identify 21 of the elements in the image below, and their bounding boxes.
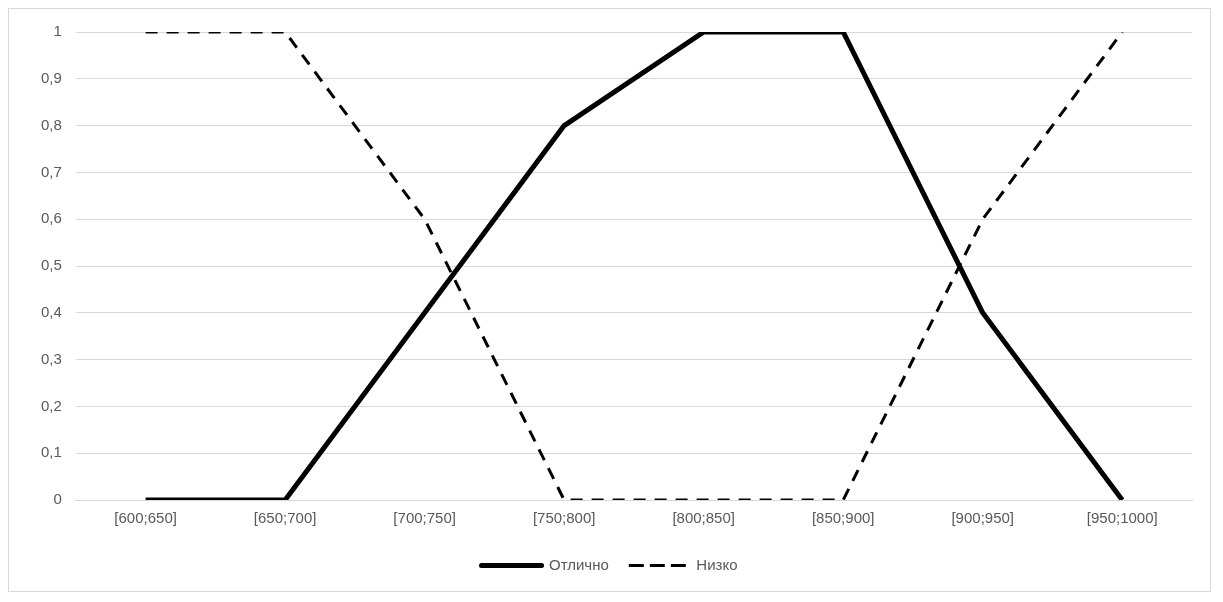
legend-label: Низко [696, 555, 738, 573]
y-tick-label: 0,8 [40, 115, 62, 133]
y-tick-label: 0,5 [40, 256, 62, 274]
x-tick-label: [600;650] [114, 509, 177, 527]
x-tick-label: [800;850] [672, 509, 735, 527]
y-tick-label: 1 [53, 22, 62, 40]
y-tick-label: 0 [53, 490, 62, 508]
x-tick-label: [750;800] [532, 509, 596, 527]
y-tick-label: 0,1 [40, 443, 62, 461]
y-tick-label: 0,7 [40, 162, 62, 180]
legend-label: Отлично [549, 555, 609, 573]
y-tick-label: 0,3 [40, 349, 62, 367]
y-tick-label: 0,4 [40, 302, 62, 320]
x-tick-label: [950;1000] [1086, 509, 1158, 527]
x-tick-label: [650;700] [253, 509, 317, 527]
y-tick-label: 0,9 [40, 68, 62, 86]
x-tick-label: [900;950] [951, 509, 1014, 527]
x-tick-label: [700;750] [393, 509, 456, 527]
y-tick-label: 0,6 [40, 209, 62, 227]
x-tick-label: [850;900] [811, 509, 875, 527]
y-tick-label: 0,2 [40, 396, 62, 414]
